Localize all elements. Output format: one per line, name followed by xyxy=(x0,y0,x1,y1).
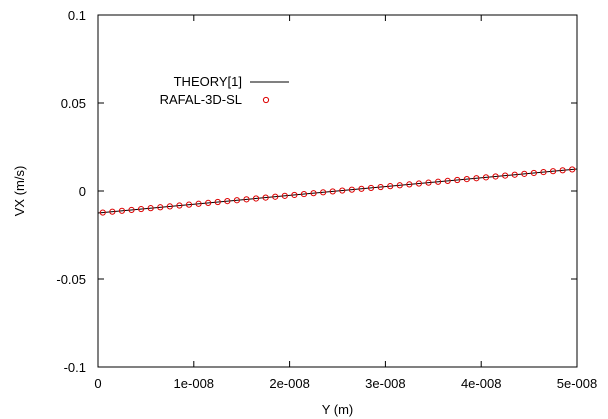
data-point xyxy=(214,198,221,206)
data-point xyxy=(549,168,557,175)
data-point xyxy=(387,183,394,190)
x-tick-label: 0 xyxy=(94,376,101,391)
y-axis-title: VX (m/s) xyxy=(12,166,27,217)
data-point xyxy=(118,207,126,214)
data-point xyxy=(281,192,288,199)
data-point xyxy=(415,180,423,187)
data-point xyxy=(291,191,298,199)
x-tick-label: 2e-008 xyxy=(269,376,309,391)
data-point xyxy=(569,166,576,173)
data-point xyxy=(157,204,164,211)
x-axis-title: Y (m) xyxy=(322,402,354,417)
data-point xyxy=(367,184,375,192)
data-point xyxy=(348,186,355,193)
y-tick-label: 0.1 xyxy=(68,8,86,23)
data-point xyxy=(224,198,231,205)
data-point xyxy=(502,172,509,179)
data-point xyxy=(358,185,365,192)
data-point xyxy=(320,189,327,196)
data-point xyxy=(492,173,499,180)
data-point xyxy=(329,188,336,195)
data-point xyxy=(406,181,413,188)
data-point xyxy=(473,175,480,182)
data-point xyxy=(109,208,116,215)
data-point xyxy=(454,176,461,184)
data-point xyxy=(463,176,470,183)
data-point xyxy=(444,177,451,184)
data-point xyxy=(176,202,183,209)
data-point xyxy=(252,195,260,202)
data-point xyxy=(128,206,135,214)
x-tick-label: 3e-008 xyxy=(365,376,405,391)
data-point xyxy=(482,174,490,181)
data-point xyxy=(195,200,202,207)
data-point xyxy=(205,199,212,206)
data-point xyxy=(434,178,442,185)
data-point xyxy=(243,196,250,203)
legend-marker-rafal xyxy=(262,96,270,104)
x-tick-label: 5e-008 xyxy=(557,376,597,391)
legend-label-rafal: RAFAL-3D-SL xyxy=(160,92,242,107)
data-point xyxy=(99,209,106,216)
data-point xyxy=(425,179,432,186)
data-point xyxy=(138,205,145,213)
data-point xyxy=(511,171,518,178)
data-point xyxy=(272,193,279,200)
axis-ticks xyxy=(97,14,578,368)
data-point xyxy=(233,197,241,204)
tick-labels: 0 1e-008 2e-008 3e-008 4e-008 5e-008 -0.1 -0.05… xyxy=(56,8,597,391)
data-point xyxy=(396,182,403,189)
series-layer xyxy=(97,166,578,216)
legend-label-theory: THEORY[1] xyxy=(174,74,242,89)
y-tick-label: 0 xyxy=(79,184,86,199)
data-point xyxy=(300,190,308,198)
theory-line xyxy=(97,168,578,214)
y-tick-label: -0.1 xyxy=(64,360,86,375)
x-tick-label: 4e-008 xyxy=(461,376,501,391)
data-point xyxy=(185,201,193,208)
data-point xyxy=(262,194,269,201)
data-point xyxy=(166,203,173,210)
data-point xyxy=(147,205,154,212)
data-point xyxy=(521,170,528,177)
data-point xyxy=(540,168,547,176)
y-tick-label: -0.05 xyxy=(56,272,86,287)
x-tick-label: 1e-008 xyxy=(174,376,214,391)
data-point xyxy=(377,183,384,191)
data-point xyxy=(310,190,317,197)
y-tick-label: 0.05 xyxy=(61,96,86,111)
legend: THEORY[1] RAFAL-3D-SL xyxy=(160,74,289,107)
data-point xyxy=(530,169,537,177)
data-point xyxy=(339,187,346,194)
data-point xyxy=(559,167,566,174)
